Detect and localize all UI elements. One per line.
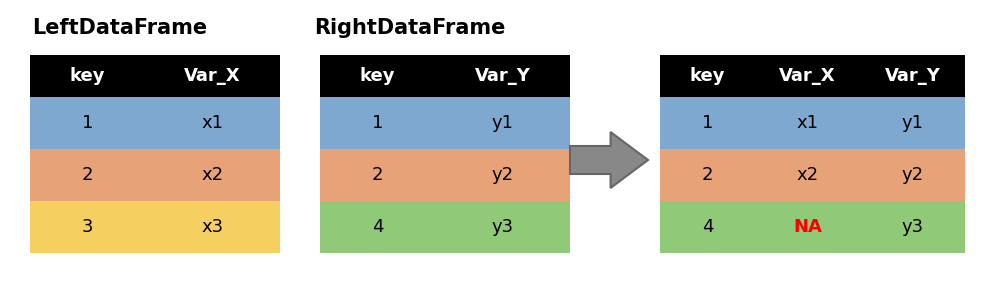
Text: y3: y3 xyxy=(491,218,514,236)
Bar xyxy=(320,149,435,201)
Bar xyxy=(435,201,570,253)
Bar xyxy=(860,55,965,97)
Bar xyxy=(660,55,755,97)
Text: Var_Y: Var_Y xyxy=(475,67,530,85)
Text: 2: 2 xyxy=(372,166,383,184)
Text: NA: NA xyxy=(793,218,822,236)
Bar xyxy=(755,149,860,201)
Text: x2: x2 xyxy=(201,166,224,184)
Bar xyxy=(145,97,280,149)
Text: 3: 3 xyxy=(82,218,93,236)
Bar xyxy=(30,201,145,253)
Bar xyxy=(755,55,860,97)
Bar xyxy=(660,97,755,149)
Bar xyxy=(755,97,860,149)
Text: y2: y2 xyxy=(491,166,514,184)
Text: key: key xyxy=(70,67,105,85)
Text: x1: x1 xyxy=(796,114,818,132)
Text: RightDataFrame: RightDataFrame xyxy=(314,18,506,38)
Text: x2: x2 xyxy=(796,166,819,184)
Bar xyxy=(435,149,570,201)
Bar xyxy=(320,97,435,149)
Bar xyxy=(30,55,145,97)
Bar xyxy=(860,97,965,149)
Bar xyxy=(660,149,755,201)
Bar xyxy=(660,201,755,253)
Bar xyxy=(435,55,570,97)
Text: 1: 1 xyxy=(82,114,93,132)
Text: x1: x1 xyxy=(202,114,224,132)
Bar xyxy=(435,97,570,149)
Text: LeftDataFrame: LeftDataFrame xyxy=(32,18,208,38)
Bar xyxy=(320,55,435,97)
Bar xyxy=(145,55,280,97)
Text: 4: 4 xyxy=(372,218,383,236)
Text: x3: x3 xyxy=(201,218,224,236)
Text: y1: y1 xyxy=(492,114,514,132)
Bar xyxy=(860,201,965,253)
Text: 2: 2 xyxy=(702,166,713,184)
Bar xyxy=(30,97,145,149)
Text: 2: 2 xyxy=(82,166,93,184)
Text: Var_Y: Var_Y xyxy=(885,67,940,85)
Text: y3: y3 xyxy=(901,218,924,236)
Text: key: key xyxy=(690,67,725,85)
Text: 4: 4 xyxy=(702,218,713,236)
Polygon shape xyxy=(570,132,648,188)
Bar xyxy=(145,201,280,253)
Text: y1: y1 xyxy=(902,114,924,132)
Bar xyxy=(860,149,965,201)
Bar xyxy=(145,149,280,201)
Text: 1: 1 xyxy=(372,114,383,132)
Text: key: key xyxy=(360,67,395,85)
Bar xyxy=(320,201,435,253)
Text: y2: y2 xyxy=(901,166,924,184)
Bar xyxy=(755,201,860,253)
Text: 1: 1 xyxy=(702,114,713,132)
Text: Var_X: Var_X xyxy=(779,67,836,85)
Bar xyxy=(30,149,145,201)
Text: Var_X: Var_X xyxy=(184,67,241,85)
